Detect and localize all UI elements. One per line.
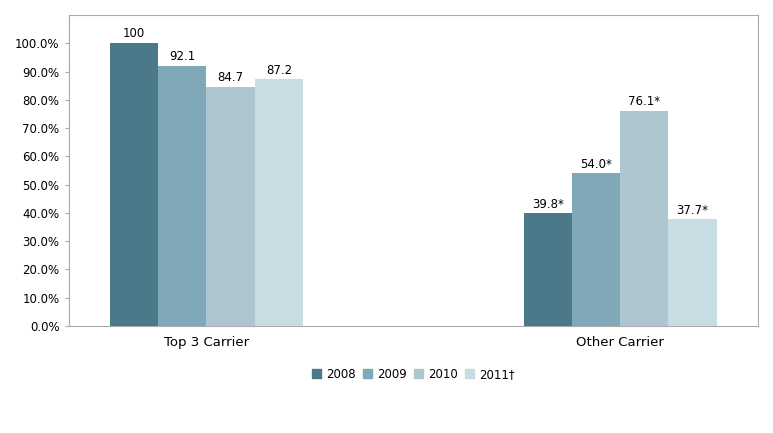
Bar bbox=[669, 220, 717, 326]
Bar bbox=[158, 66, 206, 326]
Text: 87.2: 87.2 bbox=[266, 64, 292, 77]
Text: 76.1*: 76.1* bbox=[628, 95, 660, 108]
Bar bbox=[110, 43, 158, 326]
Text: 39.8*: 39.8* bbox=[532, 197, 564, 210]
Text: 84.7: 84.7 bbox=[217, 71, 243, 84]
Text: 37.7*: 37.7* bbox=[676, 204, 709, 216]
Bar bbox=[620, 111, 669, 326]
Text: 92.1: 92.1 bbox=[169, 50, 196, 63]
Text: 54.0*: 54.0* bbox=[580, 158, 612, 171]
Bar bbox=[254, 80, 303, 326]
Text: 100: 100 bbox=[123, 27, 145, 40]
Bar bbox=[206, 87, 254, 326]
Bar bbox=[572, 173, 620, 326]
Bar bbox=[523, 213, 572, 326]
Legend: 2008, 2009, 2010, 2011†: 2008, 2009, 2010, 2011† bbox=[307, 363, 519, 385]
